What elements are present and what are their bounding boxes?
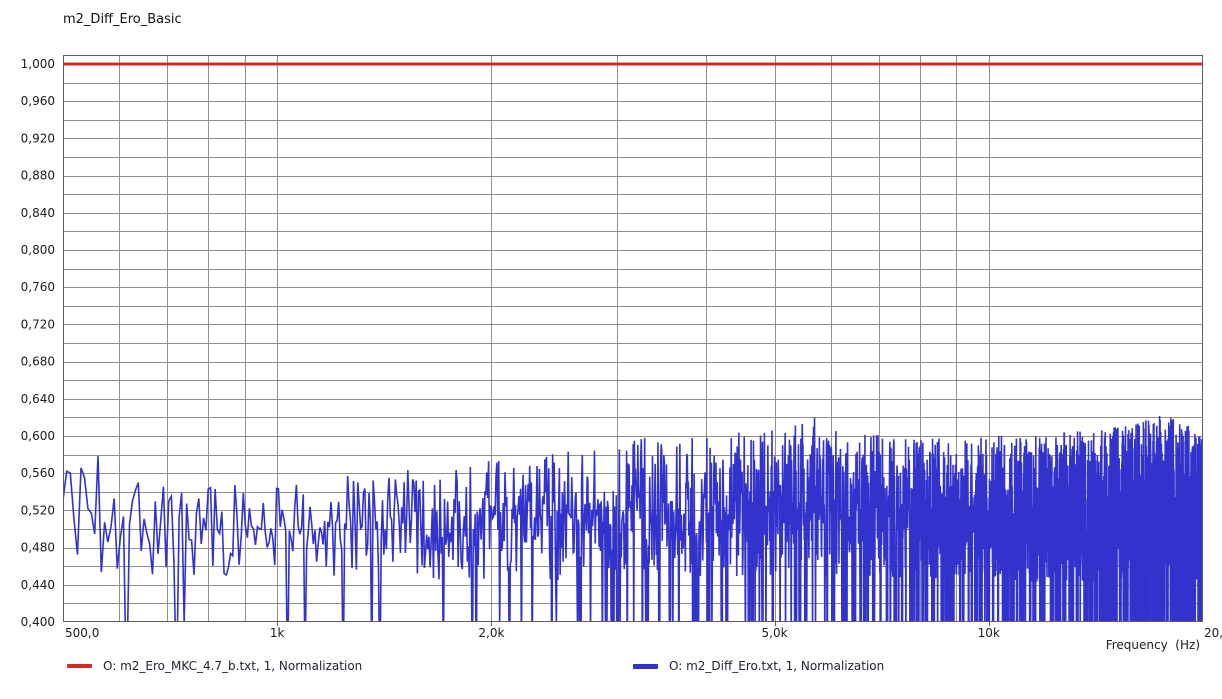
x-tick-label: 20,0k	[1204, 626, 1222, 640]
legend-label-reference: O: m2_Ero_MKC_4.7_b.txt, 1, Normalizatio…	[103, 659, 363, 673]
x-axis-ticks	[277, 622, 990, 626]
diff-series-group	[63, 415, 1203, 622]
x-tick-label: 1k	[270, 626, 285, 640]
y-tick-label: 0,560	[21, 466, 55, 480]
y-tick-label: 0,440	[21, 578, 55, 592]
y-tick-label: 0,720	[21, 317, 55, 331]
legend-item-diff: O: m2_Diff_Ero.txt, 1, Normalization	[633, 658, 884, 674]
diff-series-trace	[63, 415, 1203, 622]
x-axis-title: Frequency (Hz)	[1105, 638, 1200, 652]
y-tick-label: 0,400	[21, 615, 55, 629]
y-tick-label: 0,680	[21, 355, 55, 369]
chart-title: m2_Diff_Ero_Basic	[63, 12, 182, 27]
y-tick-label: 0,840	[21, 206, 55, 220]
x-tick-label: 500,0	[65, 626, 99, 640]
legend-swatch-blue	[633, 663, 658, 669]
y-tick-label: 1,000	[21, 57, 55, 71]
y-tick-label: 0,800	[21, 243, 55, 257]
y-tick-label: 0,960	[21, 94, 55, 108]
y-tick-label: 0,480	[21, 541, 55, 555]
x-tick-label: 10k	[978, 626, 1000, 640]
y-tick-label: 0,920	[21, 131, 55, 145]
legend-swatch-red	[67, 664, 92, 668]
y-tick-labels: 1,000 0,960 0,920 0,880 0,840 0,800 0,760 0,720…	[21, 57, 55, 629]
y-tick-label: 0,640	[21, 392, 55, 406]
y-tick-label: 0,520	[21, 503, 55, 517]
x-tick-label: 5,0k	[762, 626, 788, 640]
x-tick-label: 2,0k	[478, 626, 504, 640]
legend-label-diff: O: m2_Diff_Ero.txt, 1, Normalization	[669, 659, 885, 673]
legend-item-reference: O: m2_Ero_MKC_4.7_b.txt, 1, Normalizatio…	[67, 658, 362, 674]
y-tick-label: 0,600	[21, 429, 55, 443]
plot-border	[63, 55, 1203, 622]
y-tick-label: 0,760	[21, 280, 55, 294]
y-tick-label: 0,880	[21, 169, 55, 183]
x-tick-labels: 500,0 1k 2,0k 5,0k 10k 20,0k	[65, 626, 1222, 640]
